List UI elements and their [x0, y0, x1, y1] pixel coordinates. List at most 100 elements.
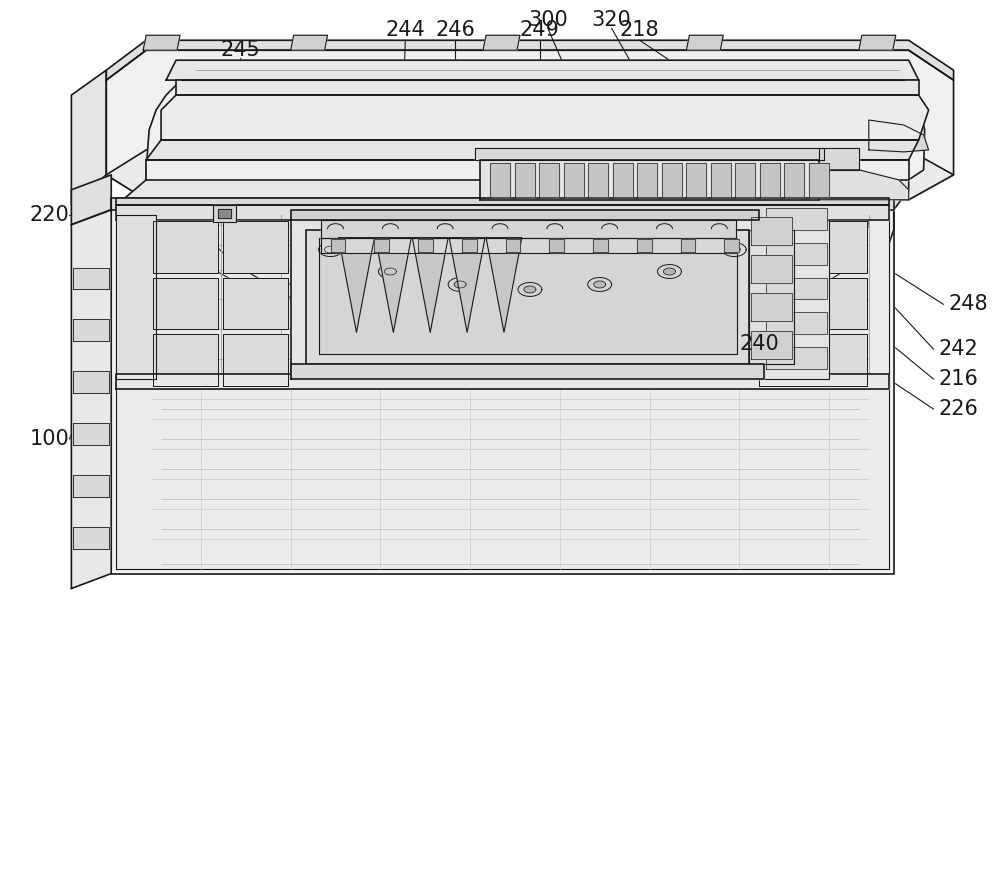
Polygon shape	[161, 200, 894, 315]
Polygon shape	[116, 375, 889, 389]
Polygon shape	[662, 163, 682, 196]
Text: 246: 246	[435, 20, 475, 40]
Polygon shape	[819, 169, 909, 200]
Polygon shape	[325, 246, 337, 253]
Polygon shape	[111, 180, 909, 209]
Polygon shape	[291, 209, 759, 220]
Polygon shape	[116, 205, 889, 220]
Text: 248: 248	[949, 295, 988, 315]
Polygon shape	[116, 198, 889, 205]
Polygon shape	[161, 95, 929, 140]
Polygon shape	[223, 335, 288, 386]
Polygon shape	[291, 220, 764, 379]
Polygon shape	[412, 237, 448, 332]
Polygon shape	[291, 36, 328, 50]
Text: 100: 100	[30, 429, 69, 449]
Polygon shape	[658, 264, 681, 278]
Polygon shape	[764, 220, 829, 379]
Polygon shape	[73, 423, 109, 445]
Polygon shape	[321, 237, 736, 253]
Polygon shape	[490, 163, 510, 196]
Polygon shape	[146, 140, 919, 160]
Polygon shape	[759, 277, 867, 329]
Polygon shape	[454, 281, 466, 288]
Polygon shape	[462, 239, 477, 252]
Polygon shape	[116, 215, 889, 568]
Polygon shape	[206, 200, 850, 286]
Polygon shape	[106, 40, 954, 80]
Polygon shape	[374, 239, 389, 252]
Polygon shape	[722, 242, 746, 256]
Polygon shape	[319, 242, 343, 256]
Polygon shape	[524, 286, 536, 293]
Polygon shape	[735, 163, 755, 196]
Polygon shape	[111, 209, 894, 574]
Polygon shape	[73, 474, 109, 497]
Polygon shape	[71, 209, 111, 588]
Polygon shape	[564, 163, 584, 196]
Polygon shape	[784, 163, 804, 196]
Polygon shape	[711, 163, 731, 196]
Text: 218: 218	[620, 20, 659, 40]
Polygon shape	[321, 220, 736, 237]
Polygon shape	[751, 255, 792, 282]
Text: 240: 240	[739, 335, 779, 355]
Text: 242: 242	[939, 339, 978, 359]
Polygon shape	[375, 237, 411, 332]
Polygon shape	[751, 293, 792, 321]
Polygon shape	[153, 335, 218, 386]
Polygon shape	[594, 281, 606, 288]
Polygon shape	[749, 229, 794, 364]
Polygon shape	[218, 209, 231, 218]
Polygon shape	[384, 268, 396, 275]
Polygon shape	[766, 348, 827, 369]
Polygon shape	[146, 160, 909, 180]
Polygon shape	[73, 371, 109, 393]
Polygon shape	[819, 148, 859, 169]
Polygon shape	[664, 268, 675, 275]
Polygon shape	[686, 36, 723, 50]
Polygon shape	[153, 277, 218, 329]
Polygon shape	[166, 60, 919, 80]
Polygon shape	[686, 163, 706, 196]
Polygon shape	[539, 163, 559, 196]
Polygon shape	[213, 205, 236, 222]
Polygon shape	[593, 239, 608, 252]
Polygon shape	[766, 277, 827, 300]
Polygon shape	[146, 80, 925, 180]
Text: 216: 216	[939, 369, 978, 389]
Polygon shape	[588, 277, 612, 291]
Polygon shape	[449, 237, 485, 332]
Polygon shape	[869, 120, 929, 152]
Polygon shape	[71, 175, 111, 225]
Polygon shape	[759, 221, 867, 273]
Polygon shape	[106, 50, 954, 200]
Polygon shape	[728, 246, 740, 253]
Polygon shape	[637, 163, 657, 196]
Polygon shape	[111, 198, 894, 209]
Polygon shape	[588, 163, 608, 196]
Polygon shape	[751, 331, 792, 359]
Polygon shape	[223, 221, 288, 273]
Polygon shape	[176, 80, 919, 95]
Text: 320: 320	[592, 10, 632, 30]
Polygon shape	[106, 150, 954, 200]
Polygon shape	[766, 242, 827, 264]
Polygon shape	[637, 239, 652, 252]
Text: 244: 244	[385, 20, 425, 40]
Polygon shape	[859, 36, 896, 50]
Polygon shape	[483, 36, 520, 50]
Polygon shape	[518, 282, 542, 296]
Text: 245: 245	[221, 40, 261, 60]
Polygon shape	[153, 221, 218, 273]
Text: 249: 249	[520, 20, 560, 40]
Polygon shape	[319, 237, 737, 355]
Polygon shape	[549, 239, 564, 252]
Polygon shape	[766, 208, 827, 229]
Text: 226: 226	[939, 399, 978, 419]
Polygon shape	[223, 277, 288, 329]
Polygon shape	[418, 239, 433, 252]
Polygon shape	[475, 148, 824, 160]
Polygon shape	[73, 268, 109, 289]
Text: 220: 220	[30, 205, 69, 225]
